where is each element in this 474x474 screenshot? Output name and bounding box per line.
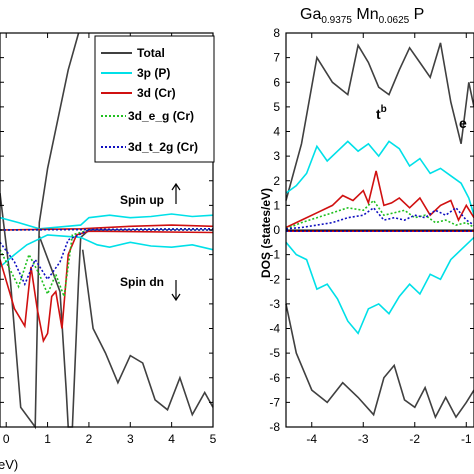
legend-label-3d-eg: 3d_e_g (Cr) [128, 109, 194, 123]
right-ytick-label: -3 [269, 297, 280, 311]
right-ytick-label: 0 [273, 223, 280, 237]
left-series-3d-t-2g-cr- [0, 228, 214, 287]
left-panel-axes [0, 32, 214, 428]
right-panel-tick-labels: -4 -3 -2 -1 -8 -7 -6 -5 -4 -3 -2 -1 0 1 2 3 4 5 6 7 8 [269, 26, 472, 446]
left-series-3d-e-g-cr- [0, 228, 214, 297]
left-series-3p-p- [0, 213, 214, 268]
right-ytick-label: 6 [273, 75, 280, 89]
right-ytick-label: 1 [273, 198, 280, 212]
right-xtick-label: -1 [461, 432, 472, 446]
spin-dn-arrow [171, 280, 181, 302]
right-panel-axes [285, 32, 474, 428]
right-ytick-label: -6 [269, 371, 280, 385]
right-ytick-label: 5 [273, 100, 280, 114]
legend-label-3p: 3p (P) [137, 66, 170, 80]
right-ytick-label: 4 [273, 125, 280, 139]
right-xtick-label: -3 [358, 432, 369, 446]
left-xtick-label: 0 [3, 432, 10, 446]
right-ytick-label: -2 [269, 272, 280, 286]
right-panel-ylabel: DOS (states/eV) [259, 188, 273, 278]
right-ytick-label: 7 [273, 51, 280, 65]
legend-label-total: Total [137, 46, 165, 60]
right-series-total [285, 42, 474, 420]
left-xtick-label: 4 [168, 432, 175, 446]
annotation-spin-dn: Spin dn [120, 275, 164, 289]
right-series-3p-p- [285, 140, 474, 335]
right-ytick-label: -5 [269, 346, 280, 360]
right-ytick-label: -1 [269, 248, 280, 262]
right-xtick-label: -2 [409, 432, 420, 446]
left-xtick-label: 2 [86, 432, 93, 446]
left-panel-plot: 0 1 2 3 4 5 eV) [0, 32, 217, 472]
right-panel-series [285, 42, 474, 420]
left-panel-xlabel: eV) [0, 457, 18, 472]
legend-label-3d-t2g: 3d_t_2g (Cr) [128, 140, 198, 154]
right-panel-plot: -4 -3 -2 -1 -8 -7 -6 -5 -4 -3 -2 -1 0 1 2 3 4 5 6 7 8 [269, 26, 474, 446]
right-series-3d-cr- [285, 170, 474, 232]
left-panel-series [0, 32, 214, 430]
right-ytick-label: -4 [269, 322, 280, 336]
left-xtick-label: 5 [210, 432, 217, 446]
legend-label-3d: 3d (Cr) [137, 86, 176, 100]
right-series-3d-t-2g-cr- [285, 206, 474, 232]
right-ytick-label: 8 [273, 26, 280, 40]
left-panel-tick-labels: 0 1 2 3 4 5 [3, 432, 217, 446]
left-xtick-label: 3 [127, 432, 134, 446]
annotation-e: e [459, 115, 467, 131]
right-ytick-label: -8 [269, 420, 280, 434]
right-ytick-label: 2 [273, 174, 280, 188]
right-ytick-label: -7 [269, 395, 280, 409]
right-ytick-label: 3 [273, 149, 280, 163]
annotation-spin-up: Spin up [120, 193, 164, 207]
annotation-tb: tb [376, 104, 387, 122]
left-xtick-label: 1 [44, 432, 51, 446]
right-xtick-label: -4 [306, 432, 317, 446]
legend-box [94, 35, 215, 163]
right-panel-title: Ga0.9375 Mn0.0625 P [300, 6, 424, 26]
left-panel-legend: Total 3p (P) 3d (Cr) 3d_e_g (Cr) 3d_t_2g… [94, 35, 215, 163]
spin-up-arrow [171, 182, 181, 204]
